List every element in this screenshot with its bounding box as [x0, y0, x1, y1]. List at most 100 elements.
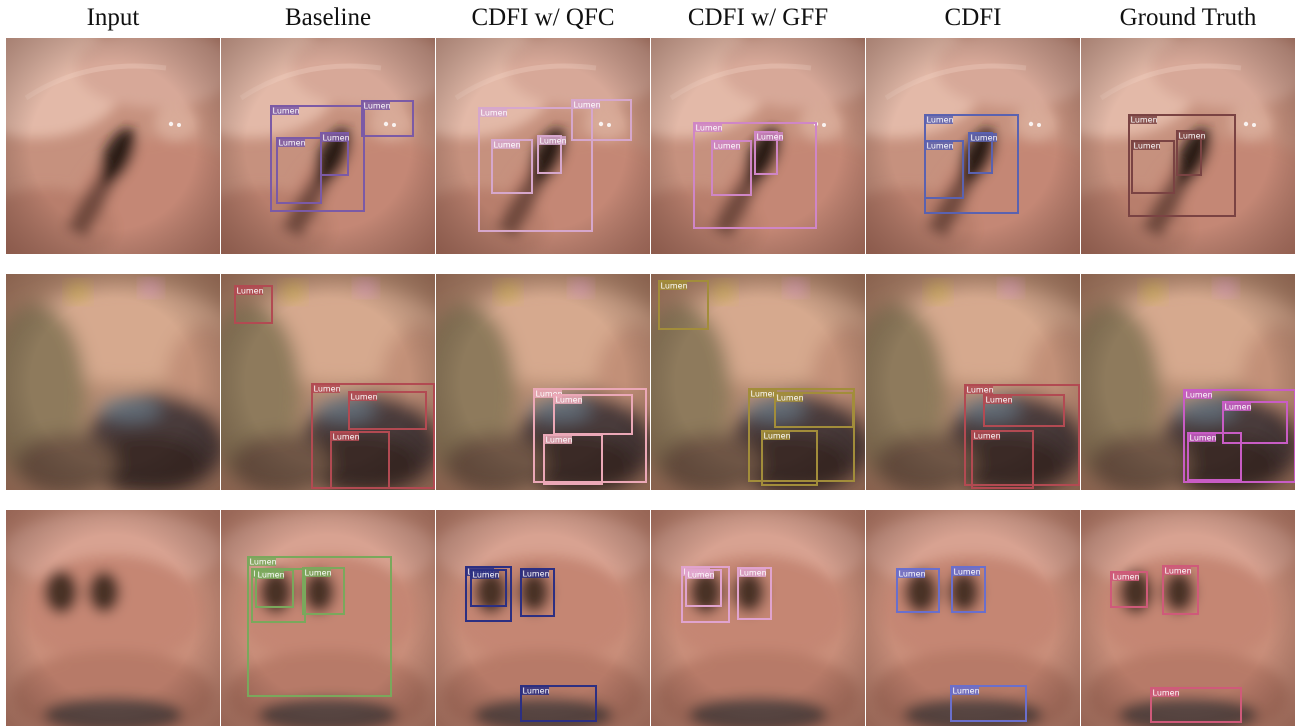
- endoscopy-image: [651, 38, 865, 254]
- lumen-detection-box: Lumen: [983, 394, 1065, 427]
- lumen-box-label: Lumen: [258, 571, 285, 580]
- lumen-detection-box: Lumen: [896, 568, 940, 613]
- image-panel-ground-truth: Lumen Lumen Lumen: [1081, 510, 1295, 726]
- lumen-box-label: Lumen: [323, 134, 350, 143]
- image-panel-baseline: Lumen Lumen Lumen Lumen: [221, 274, 435, 490]
- lumen-box-label: Lumen: [688, 571, 715, 580]
- endoscopy-image: [221, 510, 435, 726]
- lumen-detection-box: Lumen: [950, 685, 1027, 722]
- lumen-detection-box: Lumen: [255, 569, 294, 608]
- lumen-box-label: Lumen: [661, 282, 688, 291]
- lumen-box-label: Lumen: [740, 569, 767, 578]
- lumen-box-label: Lumen: [953, 687, 980, 696]
- lumen-detection-box: Lumen: [1131, 140, 1175, 194]
- lumen-detection-box: Lumen: [693, 122, 817, 229]
- lumen-box-label: Lumen: [777, 394, 804, 403]
- lumen-detection-box: Lumen: [1187, 432, 1242, 481]
- lumen-detection-box: Lumen: [348, 391, 427, 430]
- lumen-detection-box: Lumen: [968, 132, 998, 174]
- image-panel-cdfi-qfc: Lumen Lumen Lumen: [436, 274, 650, 490]
- lumen-box-label: Lumen: [279, 139, 306, 148]
- lumen-detection-box: Lumen: [761, 430, 818, 486]
- lumen-detection-box: Lumen: [320, 132, 350, 176]
- lumen-box-label: Lumen: [1134, 142, 1161, 151]
- lumen-box-label: Lumen: [494, 141, 521, 150]
- lumen-box-label: Lumen: [546, 436, 573, 445]
- lumen-box-label: Lumen: [314, 385, 341, 394]
- lumen-detection-box: Lumen: [520, 685, 597, 722]
- column-header-cdfi: CDFI: [944, 4, 1002, 31]
- lumen-detection-box: Lumen: [1176, 130, 1206, 176]
- image-panel-cdfi: Lumen Lumen Lumen: [866, 274, 1080, 490]
- lumen-detection-box: Lumen: [247, 556, 392, 697]
- lumen-box-label: Lumen: [237, 287, 264, 296]
- lumen-detection-box: Lumen: [478, 107, 593, 232]
- endoscopy-image: [6, 510, 220, 726]
- lumen-detection-box: Lumen: [971, 430, 1034, 489]
- lumen-detection-box: Lumen: [571, 99, 632, 141]
- lumen-detection-box: Lumen: [737, 567, 772, 620]
- lumen-detection-box: Lumen: [748, 388, 855, 482]
- lumen-detection-box: Lumen: [234, 285, 273, 324]
- lumen-detection-box: Lumen: [491, 139, 533, 194]
- endoscopy-image: [651, 274, 865, 490]
- lumen-detection-box: Lumen: [1128, 114, 1236, 217]
- lumen-box-label: Lumen: [481, 109, 508, 118]
- image-panel-cdfi-qfc: Lumen Lumen Lumen Lumen: [436, 38, 650, 254]
- lumen-box-label: Lumen: [927, 142, 954, 151]
- lumen-box-label: Lumen: [1225, 403, 1252, 412]
- lumen-box-label: Lumen: [333, 433, 360, 442]
- lumen-box-label: Lumen: [556, 396, 583, 405]
- lumen-box-label: Lumen: [540, 137, 567, 146]
- lumen-detection-box: Lumen: [330, 431, 390, 489]
- lumen-detection-box: Lumen: [964, 384, 1080, 486]
- lumen-box-label: Lumen: [574, 101, 601, 110]
- endoscopy-image: [6, 38, 220, 254]
- lumen-box-label: Lumen: [351, 393, 378, 402]
- lumen-box-label: Lumen: [974, 432, 1001, 441]
- lumen-box-label: Lumen: [1179, 132, 1206, 141]
- lumen-box-label: Lumen: [1131, 116, 1158, 125]
- lumen-detection-box: Lumen: [302, 567, 345, 615]
- lumen-box-label: Lumen: [536, 390, 563, 399]
- column-header-input: Input: [86, 4, 140, 31]
- lumen-detection-box: Lumen: [1183, 389, 1295, 483]
- lumen-detection-box: Lumen: [711, 140, 752, 196]
- endoscopy-image: [221, 274, 435, 490]
- column-header-cdfi-gff: CDFI w/ GFF: [687, 4, 829, 31]
- image-panel-input: [6, 38, 220, 254]
- endoscopy-image: [436, 274, 650, 490]
- endoscopy-image: [866, 38, 1080, 254]
- lumen-box-label: Lumen: [986, 396, 1013, 405]
- lumen-box-label: Lumen: [1190, 434, 1217, 443]
- lumen-box-label: Lumen: [473, 571, 500, 580]
- lumen-detection-box: Lumen: [774, 392, 854, 428]
- lumen-box-label: Lumen: [967, 386, 994, 395]
- lumen-box-label: Lumen: [1113, 573, 1140, 582]
- lumen-detection-box: Lumen: [754, 131, 784, 175]
- column-header-baseline: Baseline: [284, 4, 372, 31]
- image-panel-cdfi: Lumen Lumen Lumen: [866, 510, 1080, 726]
- lumen-box-label: Lumen: [757, 133, 784, 142]
- lumen-box-label: Lumen: [899, 570, 926, 579]
- endoscopy-image: [436, 38, 650, 254]
- image-panel-ground-truth: Lumen Lumen Lumen: [1081, 274, 1295, 490]
- lumen-box-label: Lumen: [927, 116, 954, 125]
- lumen-box-label: Lumen: [1165, 567, 1192, 576]
- lumen-detection-box: Lumen: [1162, 565, 1199, 615]
- lumen-detection-box: Lumen: [1222, 401, 1288, 444]
- endoscopy-image: [1081, 510, 1295, 726]
- image-panel-input: [6, 510, 220, 726]
- lumen-detection-box: Lumen: [924, 140, 964, 199]
- image-panel-cdfi: Lumen Lumen Lumen: [866, 38, 1080, 254]
- image-panel-ground-truth: Lumen Lumen Lumen: [1081, 38, 1295, 254]
- lumen-box-label: Lumen: [523, 687, 550, 696]
- image-panel-cdfi-gff: Lumen Lumen Lumen Lumen: [651, 274, 865, 490]
- endoscopy-image: [6, 274, 220, 490]
- lumen-box-label: Lumen: [751, 390, 778, 399]
